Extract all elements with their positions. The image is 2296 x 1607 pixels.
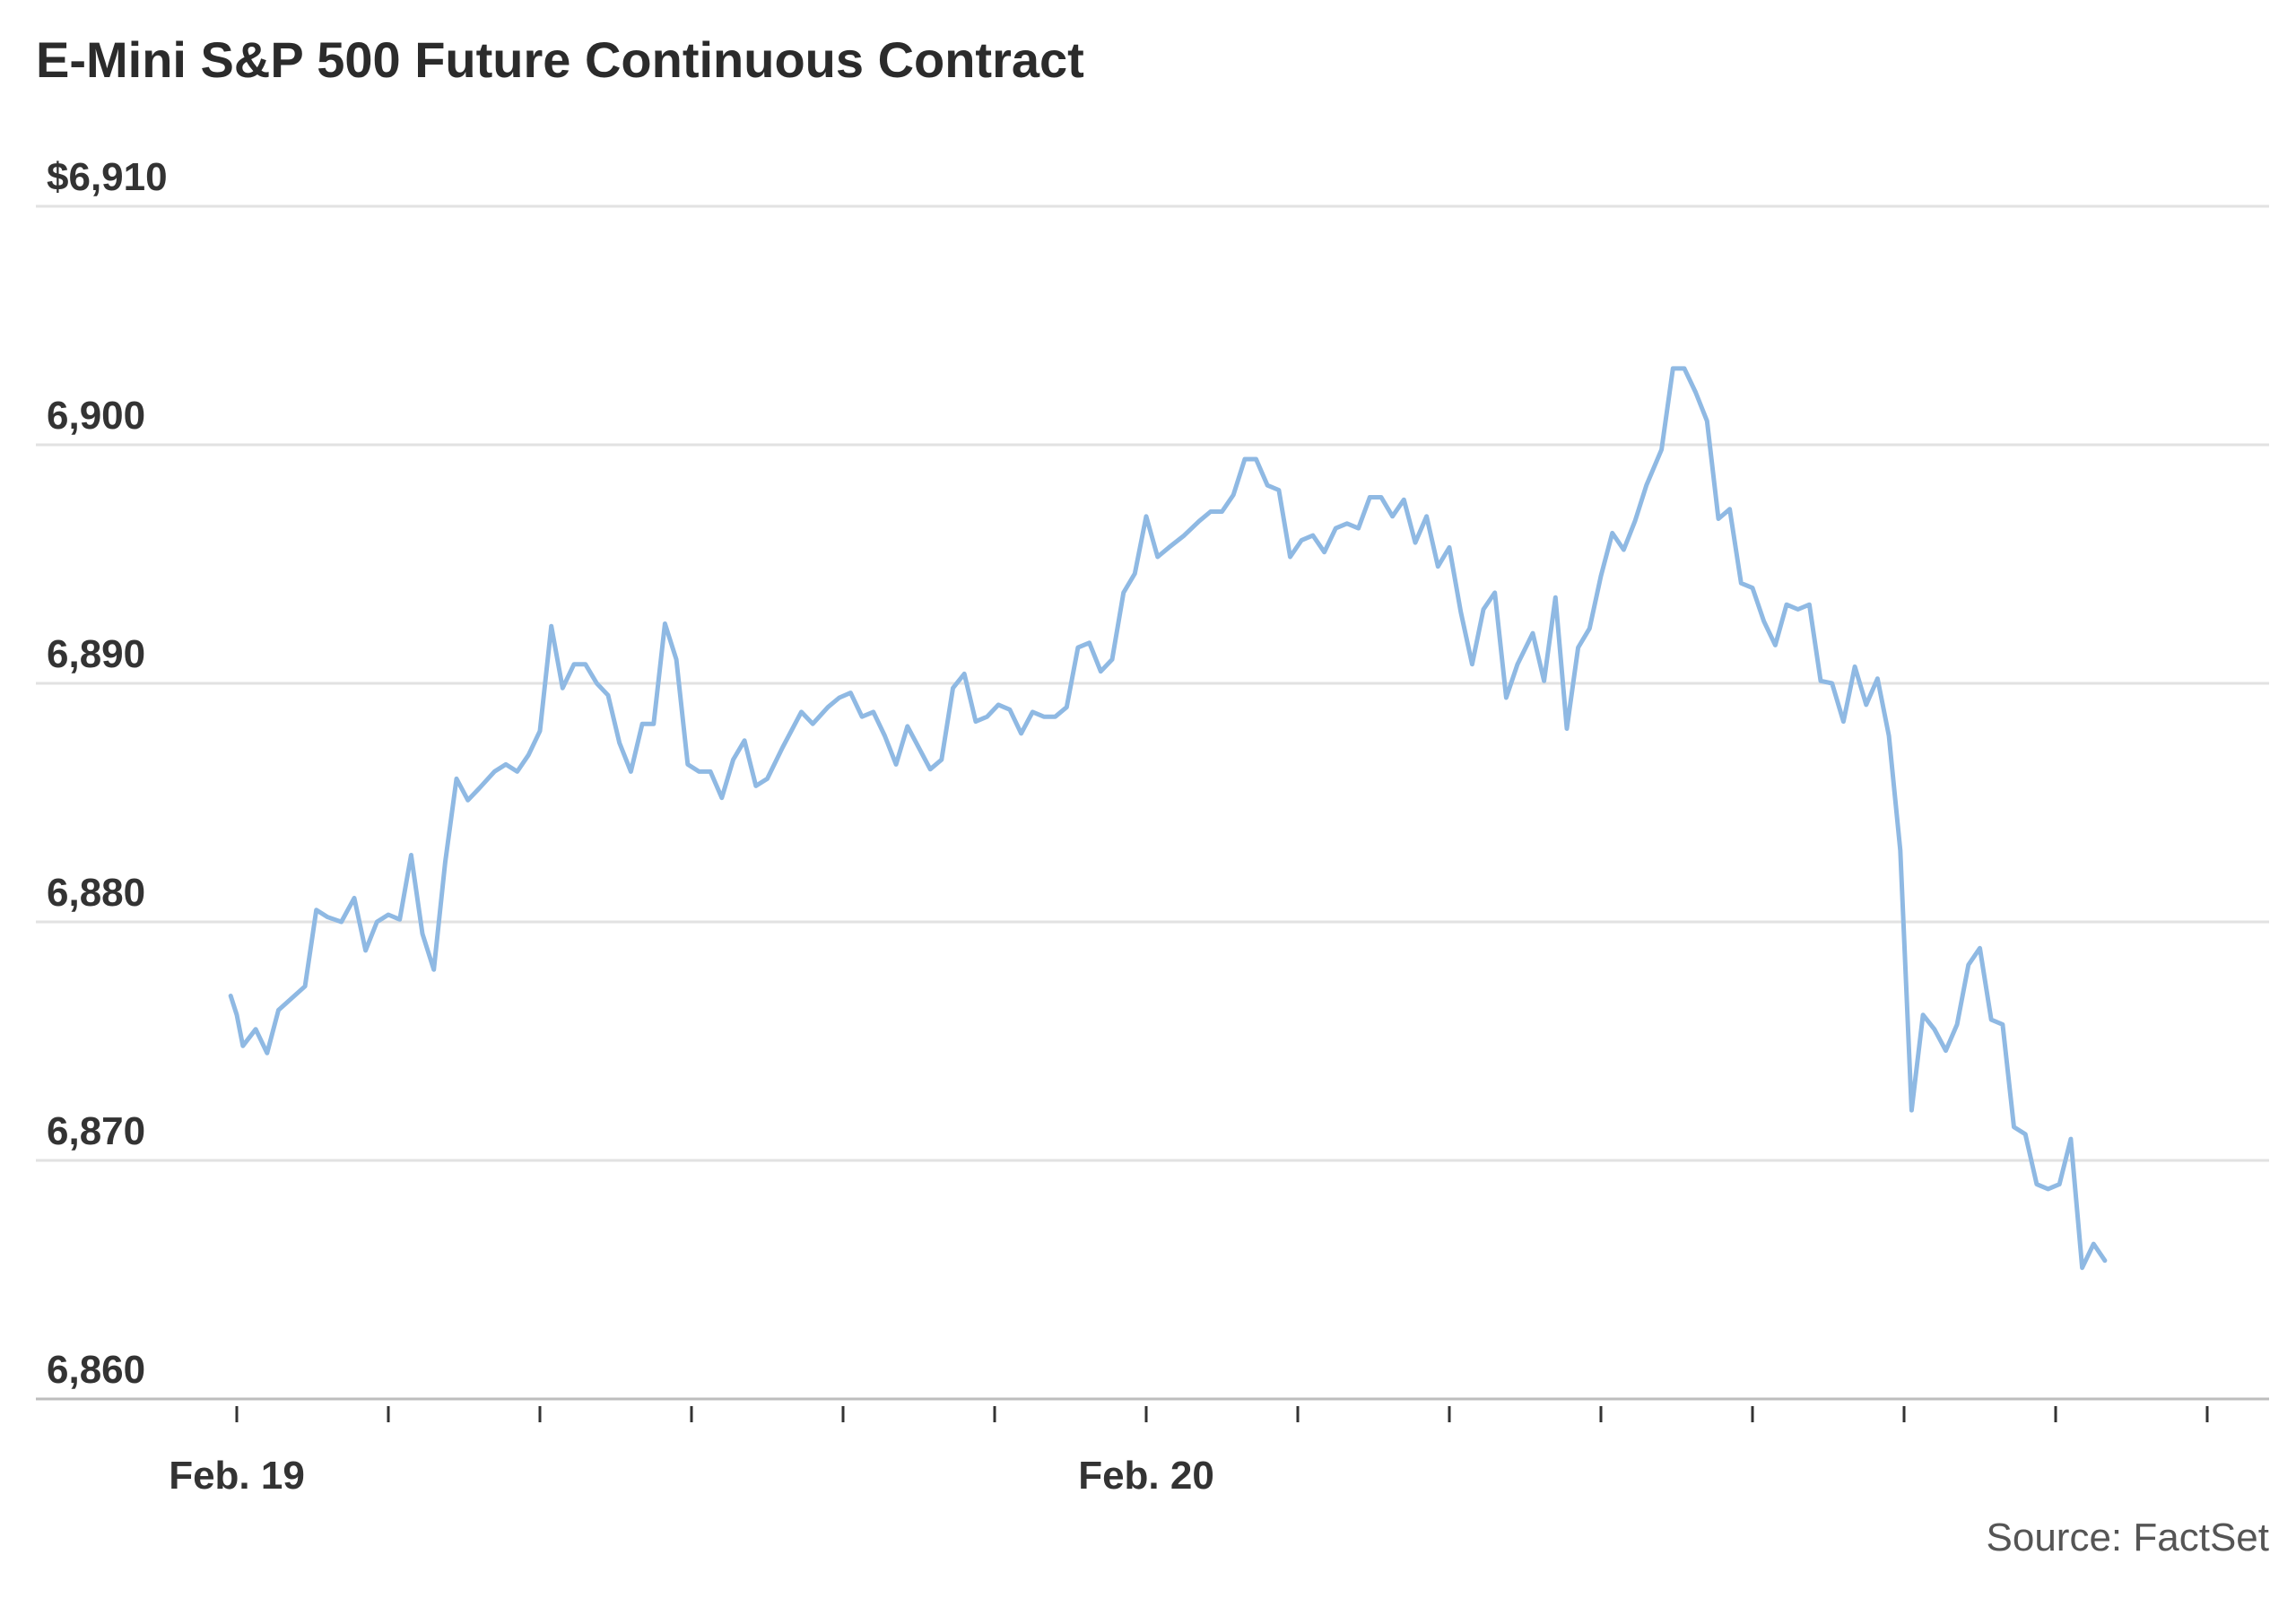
x-tick-label: Feb. 19 <box>169 1454 305 1498</box>
series-line <box>228 366 2108 1271</box>
source-note: Source: FactSet <box>1986 1516 2269 1559</box>
y-tick-label: 6,890 <box>47 632 145 676</box>
chart-title: E-Mini S&P 500 Future Continuous Contrac… <box>36 31 1084 88</box>
x-axis: Feb. 19 Feb. 20 <box>169 1406 2209 1498</box>
y-tick-label: 6,870 <box>47 1109 145 1153</box>
x-tick-label: Feb. 20 <box>1078 1454 1214 1498</box>
y-tick-label: 6,900 <box>47 394 145 438</box>
gridlines <box>36 204 2269 1401</box>
y-tick-label: 6,880 <box>47 871 145 915</box>
y-tick-label: 6,860 <box>47 1348 145 1392</box>
y-axis-labels: $6,910 6,900 6,890 6,880 6,870 6,860 <box>47 155 168 1392</box>
series-group <box>228 366 2108 1271</box>
y-tick-label: $6,910 <box>47 155 168 199</box>
